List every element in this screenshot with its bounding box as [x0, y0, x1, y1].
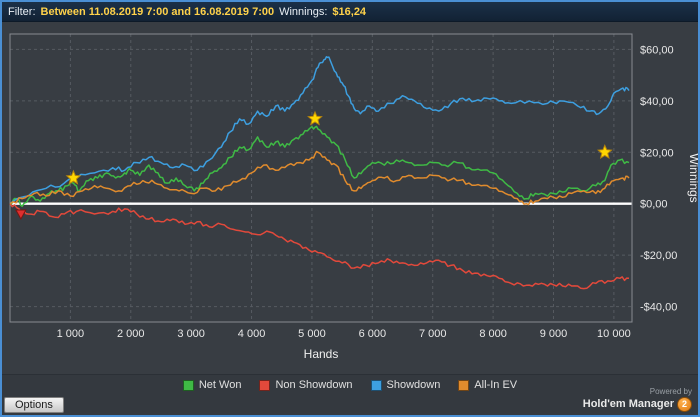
- legend-label: All-In EV: [474, 379, 518, 391]
- options-button[interactable]: Options: [4, 397, 64, 413]
- x-tick-label: 9 000: [540, 328, 568, 340]
- series-net-won: [9, 125, 630, 208]
- x-tick-label: 2 000: [117, 328, 145, 340]
- x-tick-label: 3 000: [177, 328, 205, 340]
- x-axis-title: Hands: [304, 347, 339, 361]
- legend-item-showdown[interactable]: Showdown: [370, 379, 441, 391]
- legend-item-non-showdown[interactable]: Non Showdown: [259, 379, 353, 391]
- x-tick-label: 7 000: [419, 328, 447, 340]
- brand-name: Hold'em Manager: [582, 398, 674, 411]
- star-marker-icon: [307, 110, 323, 126]
- star-marker-icon: [596, 144, 613, 159]
- legend-swatch-icon: [182, 379, 194, 391]
- legend: Net Won Non Showdown Showdown All-In EV: [2, 374, 698, 395]
- star-marker-icon: [65, 169, 82, 185]
- legend-label: Net Won: [198, 379, 242, 391]
- triangle-marker-icon: [15, 209, 27, 221]
- status-bar: Options: [2, 395, 698, 415]
- y-axis-title: Winnings: [687, 153, 698, 202]
- winnings-value: $16,24: [332, 5, 367, 18]
- chart-area: 1 000 2 000 3 000 4 000 5 000 6 000 7 000 8 000…: [2, 22, 698, 374]
- y-tick-label: $60,00: [640, 44, 674, 56]
- x-tick-label: 4 000: [238, 328, 266, 340]
- plot-border: [9, 33, 633, 323]
- legend-swatch-icon: [259, 379, 271, 391]
- hem2-logo-icon: 2: [677, 397, 692, 412]
- filter-range[interactable]: Between 11.08.2019 7:00 and 16.08.2019 7…: [40, 5, 275, 18]
- legend-item-net-won[interactable]: Net Won: [182, 379, 242, 391]
- legend-item-all-in-ev[interactable]: All-In EV: [458, 379, 517, 391]
- legend-label: Non Showdown: [275, 379, 353, 391]
- x-tick-label: 10 000: [597, 328, 631, 340]
- series-showdown: [9, 56, 630, 205]
- y-tick-label: $40,00: [640, 96, 674, 108]
- powered-by-label: Powered by: [649, 387, 692, 397]
- x-tick-label: 1 000: [57, 328, 85, 340]
- x-tick-label: 6 000: [359, 328, 387, 340]
- legend-swatch-icon: [370, 379, 382, 391]
- powered-by: Powered by Hold'em Manager 2: [582, 387, 692, 412]
- legend-label: Showdown: [386, 379, 441, 391]
- winnings-label: Winnings:: [279, 5, 328, 18]
- y-tick-label: $20,00: [640, 147, 674, 159]
- winnings-chart: 1 000 2 000 3 000 4 000 5 000 6 000 7 000 8 000…: [9, 33, 698, 361]
- series-all-in-ev: [9, 150, 630, 206]
- filter-label: Filter:: [8, 5, 36, 18]
- legend-swatch-icon: [458, 379, 470, 391]
- filter-bar: Filter: Between 11.08.2019 7:00 and 16.0…: [2, 2, 698, 22]
- y-tick-label: $0,00: [640, 199, 668, 211]
- series-non-showdown: [9, 203, 630, 290]
- y-tick-label: -$40,00: [640, 302, 677, 314]
- x-tick-label: 8 000: [479, 328, 507, 340]
- x-tick-label: 5 000: [298, 328, 326, 340]
- y-tick-label: -$20,00: [640, 250, 677, 262]
